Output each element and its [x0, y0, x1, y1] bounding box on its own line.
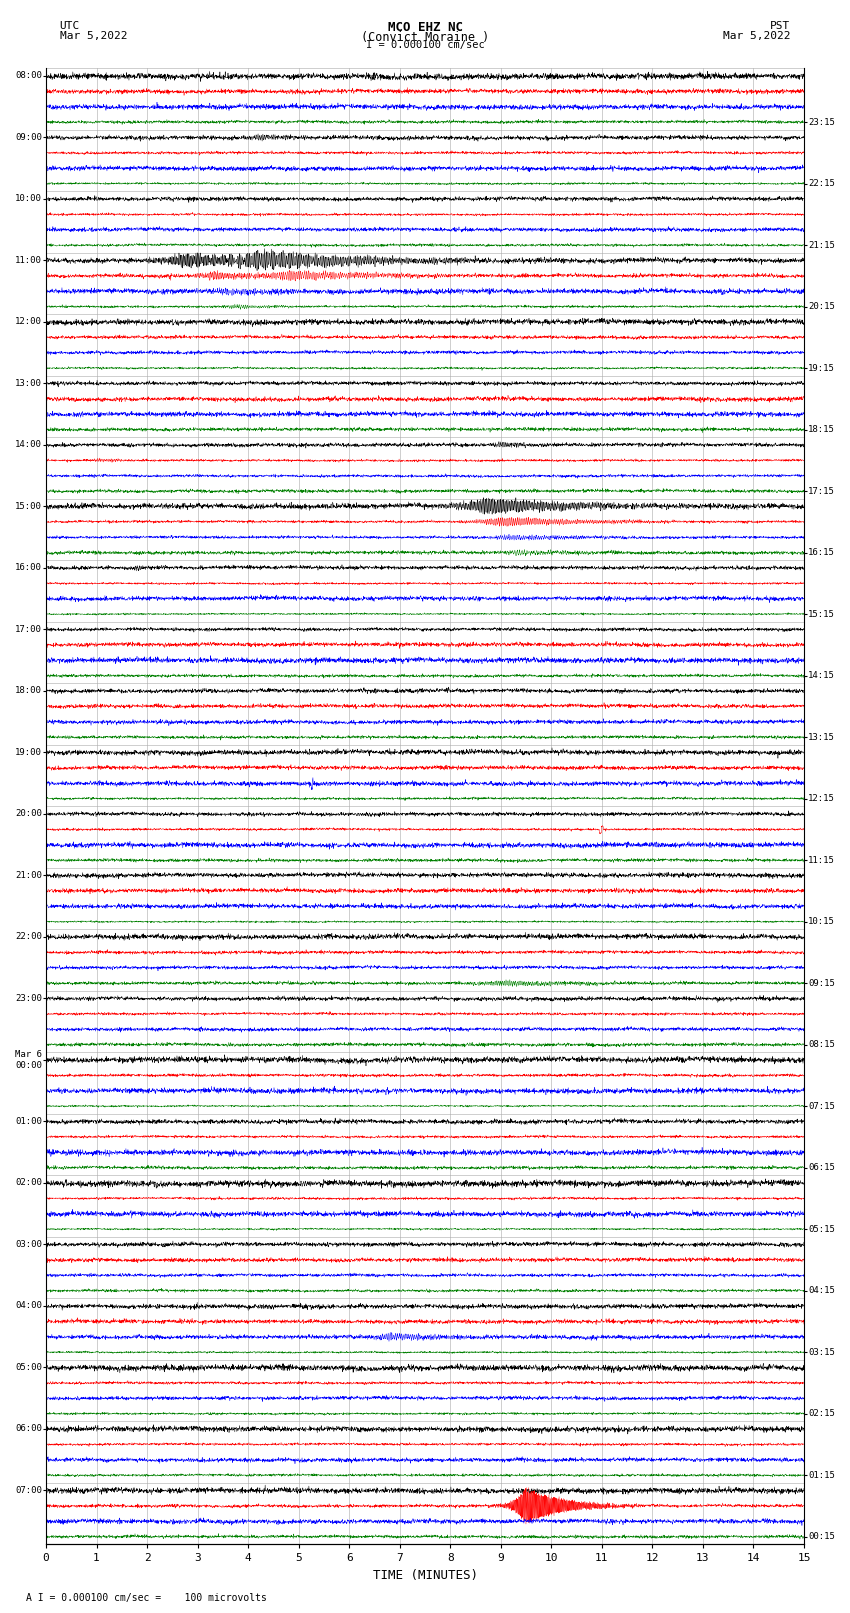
X-axis label: TIME (MINUTES): TIME (MINUTES) [372, 1569, 478, 1582]
Text: (Convict Moraine ): (Convict Moraine ) [361, 31, 489, 44]
Text: MCO EHZ NC: MCO EHZ NC [388, 21, 462, 34]
Text: A I = 0.000100 cm/sec =    100 microvolts: A I = 0.000100 cm/sec = 100 microvolts [26, 1594, 266, 1603]
Text: UTC: UTC [60, 21, 80, 31]
Text: PST: PST [770, 21, 790, 31]
Text: Mar 5,2022: Mar 5,2022 [60, 31, 127, 40]
Text: Mar 5,2022: Mar 5,2022 [723, 31, 791, 40]
Text: I = 0.000100 cm/sec: I = 0.000100 cm/sec [366, 40, 484, 50]
